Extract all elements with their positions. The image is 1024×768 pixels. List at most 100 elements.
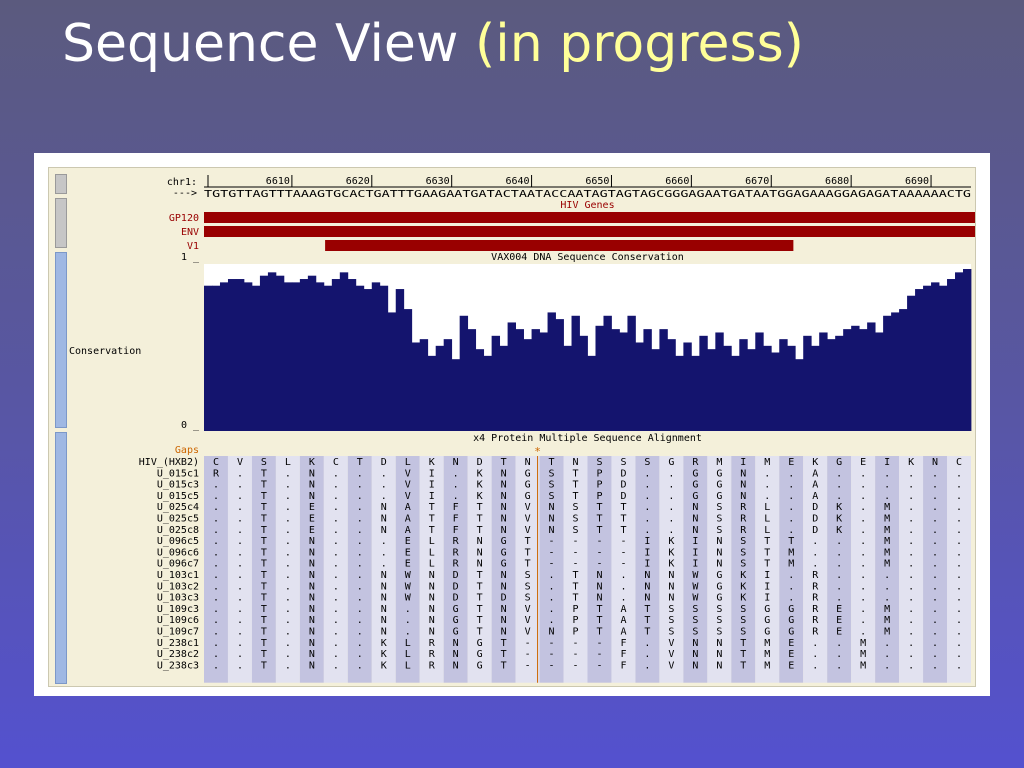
conservation-bar <box>627 315 636 431</box>
residue: I <box>884 457 890 468</box>
residue: N <box>381 514 387 525</box>
conservation-bar <box>323 285 333 431</box>
residue: . <box>213 638 219 649</box>
residue: G <box>716 480 722 491</box>
residue: S <box>740 615 746 626</box>
residue: . <box>932 604 938 615</box>
residue: . <box>285 536 291 547</box>
residue: . <box>333 638 339 649</box>
residue: T <box>429 502 435 513</box>
residue: . <box>285 547 291 558</box>
residue: . <box>932 593 938 604</box>
residue: . <box>908 604 914 615</box>
conservation-bar <box>371 282 381 431</box>
residue: L <box>405 457 411 468</box>
residue: N <box>309 480 315 491</box>
residue: - <box>549 547 555 558</box>
residue: A <box>620 615 626 626</box>
ruler-track-handle[interactable] <box>55 174 67 194</box>
residue: N <box>429 615 435 626</box>
residue: R <box>812 570 819 581</box>
residue: - <box>549 638 555 649</box>
alignment-column-bg <box>467 456 492 683</box>
residue: . <box>285 559 291 570</box>
conservation-bar <box>299 279 309 431</box>
residue: T <box>573 468 579 479</box>
residue: S <box>668 604 674 615</box>
residue: . <box>812 559 818 570</box>
residue: . <box>644 468 650 479</box>
conservation-bar <box>819 332 828 431</box>
residue: T <box>764 559 770 570</box>
residue: T <box>644 604 650 615</box>
residue: . <box>549 570 555 581</box>
conservation-track-handle[interactable] <box>55 252 67 428</box>
residue: N <box>716 559 722 570</box>
residue: . <box>956 514 962 525</box>
gene-bar-gp120[interactable] <box>204 212 975 223</box>
residue: . <box>333 627 339 638</box>
residue: D <box>477 457 483 468</box>
conservation-bar <box>611 329 620 431</box>
residue: N <box>381 525 387 536</box>
conservation-bar <box>283 282 293 431</box>
residue: . <box>956 615 962 626</box>
residue: E <box>788 457 794 468</box>
residue: W <box>692 570 699 581</box>
residue: T <box>477 581 483 592</box>
residue: . <box>213 480 219 491</box>
residue: . <box>644 638 650 649</box>
alignment-column-bg <box>443 456 468 683</box>
residue: I <box>764 570 770 581</box>
residue: . <box>836 480 842 491</box>
conservation-bar <box>659 329 668 431</box>
conservation-bar <box>579 335 588 431</box>
residue: V <box>237 457 243 468</box>
residue: N <box>309 581 315 592</box>
alignment-track-handle[interactable] <box>55 432 67 684</box>
residue: . <box>908 581 914 592</box>
ruler-position-label: 6660 <box>665 176 689 187</box>
residue: N <box>549 514 555 525</box>
residue: N <box>668 570 674 581</box>
residue: N <box>501 525 507 536</box>
alignment-column-bg <box>923 456 948 683</box>
sequence-name: U_109c6 <box>157 615 199 626</box>
residue: . <box>405 615 411 626</box>
sequence-name: U_103c2 <box>157 581 199 592</box>
residue: . <box>788 581 794 592</box>
gene-bar-v1[interactable] <box>325 240 794 251</box>
residue: T <box>261 536 267 547</box>
residue: T <box>501 457 507 468</box>
sequence-name: U_015c1 <box>157 468 199 479</box>
residue: N <box>429 627 435 638</box>
genome-browser-panel: chr1: ---> 6610 6620 6630 6640 6650 6660 6670 668… <box>48 167 976 687</box>
residue: . <box>357 525 363 536</box>
residue: . <box>956 660 962 671</box>
residue: . <box>213 570 219 581</box>
residue: A <box>405 502 411 513</box>
conservation-bar <box>339 272 349 431</box>
conservation-bar <box>515 329 524 431</box>
residue: . <box>836 581 842 592</box>
residue: . <box>884 660 890 671</box>
residue: T <box>261 593 267 604</box>
conservation-bar <box>643 329 652 431</box>
conservation-bar <box>883 315 892 431</box>
gene-bar-env[interactable] <box>204 226 975 237</box>
conservation-bar <box>867 322 876 431</box>
gene-track-handle[interactable] <box>55 198 67 248</box>
residue: N <box>740 491 746 502</box>
residue: N <box>596 570 602 581</box>
residue: . <box>668 491 674 502</box>
residue: R <box>429 638 436 649</box>
residue: . <box>932 615 938 626</box>
alignment-column-bg <box>947 456 971 683</box>
residue: N <box>429 593 435 604</box>
residue: R <box>812 604 819 615</box>
residue: I <box>644 547 650 558</box>
conservation-bar <box>691 355 700 431</box>
residue: V <box>405 468 411 479</box>
residue: K <box>309 457 315 468</box>
residue: . <box>860 570 866 581</box>
